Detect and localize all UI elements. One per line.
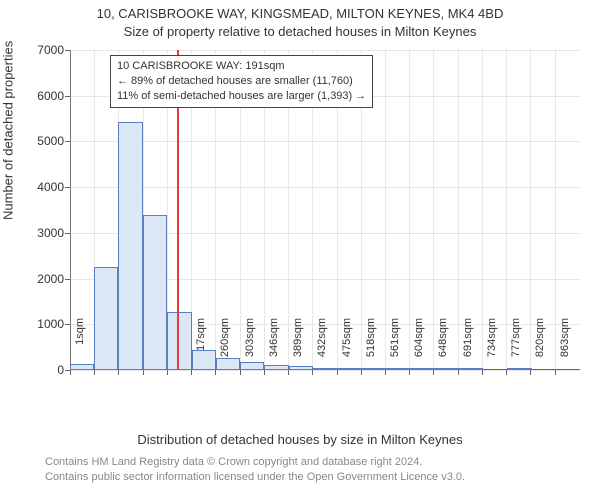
chart-container: 10, CARISBROOKE WAY, KINGSMEAD, MILTON K… xyxy=(0,0,600,500)
gridline-v xyxy=(433,50,434,370)
xtick-mark xyxy=(288,370,289,375)
gridline-v xyxy=(506,50,507,370)
annotation-line2: ← 89% of detached houses are smaller (11… xyxy=(117,74,366,89)
gridline-v xyxy=(482,50,483,370)
x-axis-label: Distribution of detached houses by size … xyxy=(0,432,600,447)
histogram-bar xyxy=(94,267,118,370)
gridline-v xyxy=(458,50,459,370)
gridline-h xyxy=(70,50,580,51)
xtick-mark xyxy=(94,370,95,375)
xtick-mark xyxy=(530,370,531,375)
ytick-label: 4000 xyxy=(14,180,64,194)
xtick-mark xyxy=(433,370,434,375)
ytick-label: 5000 xyxy=(14,134,64,148)
ytick-label: 3000 xyxy=(14,226,64,240)
gridline-v xyxy=(555,50,556,370)
plot-area: 010002000300040005000600070001sqm44sqm87… xyxy=(70,50,580,370)
histogram-bar xyxy=(289,366,313,370)
gridline-h xyxy=(70,187,580,188)
xtick-mark xyxy=(167,370,168,375)
histogram-bar xyxy=(143,215,167,370)
gridline-v xyxy=(530,50,531,370)
histogram-bar xyxy=(313,368,337,370)
histogram-bar xyxy=(459,368,483,370)
histogram-bar xyxy=(361,368,385,370)
xtick-mark xyxy=(143,370,144,375)
xtick-label: 863sqm xyxy=(559,318,571,378)
xtick-label: 734sqm xyxy=(486,318,498,378)
chart-title-line2: Size of property relative to detached ho… xyxy=(0,24,600,39)
histogram-bar xyxy=(192,350,216,370)
histogram-bar xyxy=(240,362,264,370)
xtick-mark xyxy=(555,370,556,375)
histogram-bar xyxy=(507,368,531,370)
ytick-label: 7000 xyxy=(14,43,64,57)
gridline-v xyxy=(409,50,410,370)
gridline-v xyxy=(385,50,386,370)
histogram-bar xyxy=(337,368,361,370)
xtick-mark xyxy=(337,370,338,375)
ytick-label: 1000 xyxy=(14,317,64,331)
histogram-bar xyxy=(410,368,435,370)
gridline-v xyxy=(70,50,71,370)
ytick-label: 0 xyxy=(14,363,64,377)
annotation-line3: 11% of semi-detached houses are larger (… xyxy=(117,89,366,104)
histogram-bar xyxy=(118,122,143,370)
gridline-h xyxy=(70,141,580,142)
xtick-mark xyxy=(240,370,241,375)
xtick-mark xyxy=(409,370,410,375)
xtick-mark xyxy=(118,370,119,375)
footnote-line2: Contains public sector information licen… xyxy=(45,470,465,485)
xtick-mark xyxy=(385,370,386,375)
xtick-mark xyxy=(506,370,507,375)
histogram-bar xyxy=(386,368,410,370)
footnote: Contains HM Land Registry data © Crown c… xyxy=(45,455,465,485)
ytick-label: 2000 xyxy=(14,272,64,286)
histogram-bar xyxy=(216,358,240,370)
histogram-bar xyxy=(70,364,94,370)
footnote-line1: Contains HM Land Registry data © Crown c… xyxy=(45,455,465,470)
xtick-mark xyxy=(482,370,483,375)
chart-title-line1: 10, CARISBROOKE WAY, KINGSMEAD, MILTON K… xyxy=(0,6,600,21)
histogram-bar xyxy=(167,312,191,371)
xtick-mark xyxy=(70,370,71,375)
xtick-mark xyxy=(191,370,192,375)
xtick-mark xyxy=(361,370,362,375)
ytick-label: 6000 xyxy=(14,89,64,103)
annotation-line1: 10 CARISBROOKE WAY: 191sqm xyxy=(117,59,366,74)
annotation-box: 10 CARISBROOKE WAY: 191sqm ← 89% of deta… xyxy=(110,55,373,108)
xtick-mark xyxy=(215,370,216,375)
xtick-label: 820sqm xyxy=(534,318,546,378)
xtick-mark xyxy=(264,370,265,375)
histogram-bar xyxy=(264,365,288,370)
xtick-mark xyxy=(458,370,459,375)
xtick-mark xyxy=(312,370,313,375)
histogram-bar xyxy=(435,368,459,370)
